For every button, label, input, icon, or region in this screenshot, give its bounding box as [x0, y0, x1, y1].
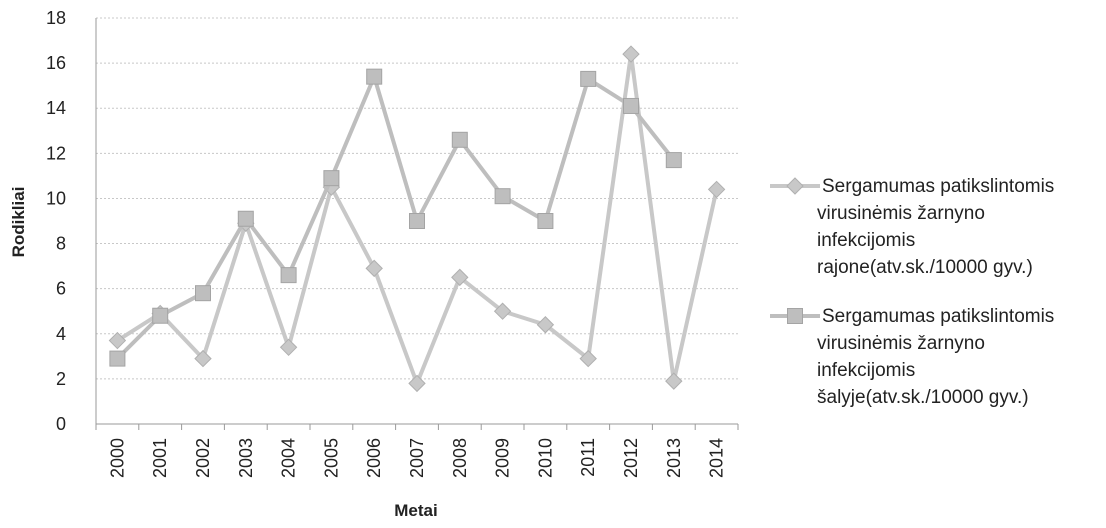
legend-marker-diamond [786, 177, 804, 195]
legend-marker-square [787, 308, 803, 324]
data-point-square [195, 285, 211, 302]
data-point-square [323, 170, 340, 187]
x-tick-label: 2013 [664, 438, 684, 478]
y-tick-label: 12 [46, 143, 66, 163]
data-point-diamond [579, 349, 597, 368]
legend-label-line: Sergamumas patikslintomis [822, 176, 1054, 197]
data-point-square [237, 210, 254, 227]
data-point-square [109, 350, 126, 367]
data-point-diamond [665, 372, 683, 390]
y-axis-ticks: 0 2 4 6 8 10 12 14 16 18 [46, 8, 66, 434]
x-tick-label: 2004 [279, 438, 299, 478]
x-tick-label: 2000 [107, 438, 127, 478]
data-point-diamond [194, 349, 212, 368]
x-tick-label: 2012 [621, 438, 641, 478]
data-point-square [451, 131, 468, 148]
legend-entry: Sergamumas patikslintomis virusinėmis žar… [770, 176, 1054, 278]
x-tick-label: 2007 [407, 438, 427, 478]
data-point-square [152, 307, 169, 324]
y-tick-label: 8 [56, 234, 66, 254]
y-tick-label: 14 [46, 98, 66, 118]
y-tick-label: 10 [46, 188, 66, 208]
data-point-square [665, 152, 682, 169]
x-tick-label: 2010 [535, 438, 555, 478]
data-point-square [409, 213, 425, 229]
legend-label-line: infekcijomis [817, 360, 915, 381]
x-axis-title: Metai [394, 501, 437, 520]
data-point-diamond [408, 374, 426, 393]
y-tick-label: 18 [46, 8, 66, 28]
data-point-square [366, 68, 383, 85]
axes [95, 18, 739, 430]
data-point-diamond [451, 268, 469, 287]
y-tick-label: 6 [56, 279, 66, 299]
data-point-diamond [493, 302, 512, 320]
series [108, 45, 726, 393]
legend-entry: Sergamumas patikslintomis virusinėmis žar… [770, 306, 1054, 408]
legend-label-line: šalyje(atv.sk./10000 gyv.) [817, 387, 1029, 408]
legend-label-line: virusinėmis žarnyno [817, 203, 985, 224]
data-point-diamond [707, 180, 726, 199]
x-tick-label: 2008 [450, 438, 470, 478]
y-tick-label: 4 [56, 324, 66, 344]
series-salyje [109, 68, 682, 367]
data-point-square [623, 97, 639, 114]
x-tick-label: 2002 [193, 438, 213, 478]
x-tick-label: 2006 [364, 438, 384, 478]
x-tick-label: 2003 [236, 438, 256, 478]
y-tick-label: 0 [56, 414, 66, 434]
data-point-square [580, 70, 597, 87]
x-tick-label: 2009 [493, 438, 513, 478]
x-tick-label: 2014 [707, 438, 727, 478]
legend-label-line: infekcijomis [817, 230, 915, 251]
data-point-square [537, 213, 554, 229]
x-tick-label: 2011 [578, 438, 598, 477]
legend-label-line: virusinėmis žarnyno [817, 333, 985, 354]
data-point-diamond [279, 338, 298, 357]
y-axis-title: Rodikliai [9, 187, 28, 258]
series-line [115, 74, 676, 361]
legend-label-line: rajone(atv.sk./10000 gyv.) [817, 257, 1033, 278]
x-tick-label: 2001 [150, 438, 170, 478]
data-point-diamond [365, 259, 383, 278]
y-tick-label: 16 [46, 53, 66, 73]
data-point-diamond [108, 331, 127, 350]
y-tick-label: 2 [56, 369, 66, 389]
x-tick-label: 2005 [321, 438, 341, 478]
legend-label-line: Sergamumas patikslintomis [822, 306, 1054, 327]
grid [96, 17, 738, 380]
legend: Sergamumas patikslintomis virusinėmis žar… [770, 176, 1054, 408]
data-point-square [494, 188, 511, 205]
data-point-square [280, 267, 297, 284]
x-axis-ticks: 2000 2001 2002 2003 2004 2005 2006 2007 2008 2009… [107, 438, 726, 478]
data-point-diamond [622, 45, 640, 63]
series-rajone [108, 45, 726, 393]
data-point-diamond [536, 316, 555, 334]
